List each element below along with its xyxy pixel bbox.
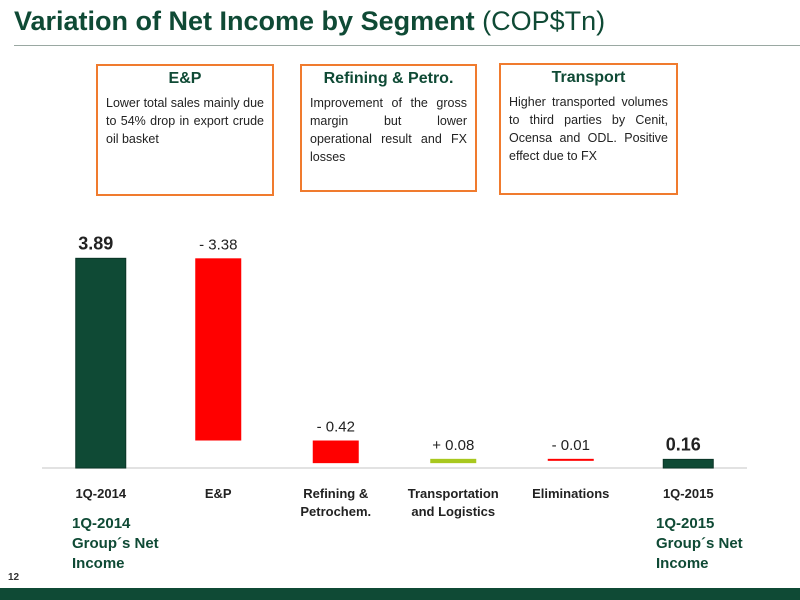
bar-1 bbox=[195, 258, 242, 441]
end-caption-line: Group´s Net bbox=[656, 535, 743, 552]
ep-note-title: E&P bbox=[168, 70, 202, 87]
title-main: Variation of Net Income by Segment bbox=[14, 6, 475, 36]
x-tick-label: 1Q-2015 bbox=[663, 486, 714, 501]
transport-note-title: Transport bbox=[551, 69, 626, 86]
title-unit: (COP$Tn) bbox=[482, 6, 606, 36]
bar-4 bbox=[547, 458, 594, 461]
data-label: + 0.08 bbox=[432, 437, 474, 454]
end-caption-line: 1Q-2015 bbox=[656, 515, 715, 532]
bar-2 bbox=[312, 440, 359, 464]
x-tick-label: Petrochem. bbox=[300, 504, 371, 519]
x-tick-label: E&P bbox=[205, 486, 232, 501]
data-label: 3.89 bbox=[78, 233, 113, 253]
start-caption-line: Income bbox=[72, 555, 125, 572]
x-tick-label: Transportation bbox=[408, 486, 499, 501]
bar-0 bbox=[75, 257, 127, 469]
transport-note-text: Higher transported volumes to third part… bbox=[509, 95, 668, 163]
end-total-caption: 1Q-2015 Group´s Net Income bbox=[656, 514, 743, 574]
footer-bar bbox=[0, 588, 800, 600]
refining-note-box: Refining & Petro. Improvement of the gro… bbox=[300, 64, 477, 192]
x-tick-label: 1Q-2014 bbox=[75, 486, 126, 501]
ep-note-text: Lower total sales mainly due to 54% drop… bbox=[106, 96, 264, 146]
waterfall-chart: 3.89 1Q-2014 - 3.38 E&P - 0.42 Refining & Petr… bbox=[42, 233, 747, 519]
title-divider bbox=[14, 45, 800, 46]
end-caption-line: Income bbox=[656, 555, 709, 572]
bar-3 bbox=[430, 458, 477, 464]
transport-note-box: Transport Higher transported volumes to … bbox=[499, 63, 678, 195]
start-caption-line: 1Q-2014 bbox=[72, 515, 131, 532]
start-total-caption: 1Q-2014 Group´s Net Income bbox=[72, 514, 159, 574]
start-caption-line: Group´s Net bbox=[72, 535, 159, 552]
data-label: - 3.38 bbox=[199, 236, 237, 253]
bar-5 bbox=[662, 458, 714, 469]
x-tick-label: and Logistics bbox=[411, 504, 495, 519]
data-label: 0.16 bbox=[666, 434, 701, 454]
page-title: Variation of Net Income by Segment (COP$… bbox=[14, 6, 605, 37]
refining-note-text: Improvement of the gross margin but lowe… bbox=[310, 96, 467, 164]
ep-note-box: E&P Lower total sales mainly due to 54% … bbox=[96, 64, 274, 196]
data-label: - 0.01 bbox=[552, 437, 590, 454]
refining-note-title: Refining & Petro. bbox=[323, 70, 454, 87]
x-tick-label: Eliminations bbox=[532, 486, 609, 501]
x-tick-label: Refining & bbox=[303, 486, 368, 501]
page-number: 12 bbox=[8, 572, 20, 583]
data-label: - 0.42 bbox=[317, 419, 355, 436]
